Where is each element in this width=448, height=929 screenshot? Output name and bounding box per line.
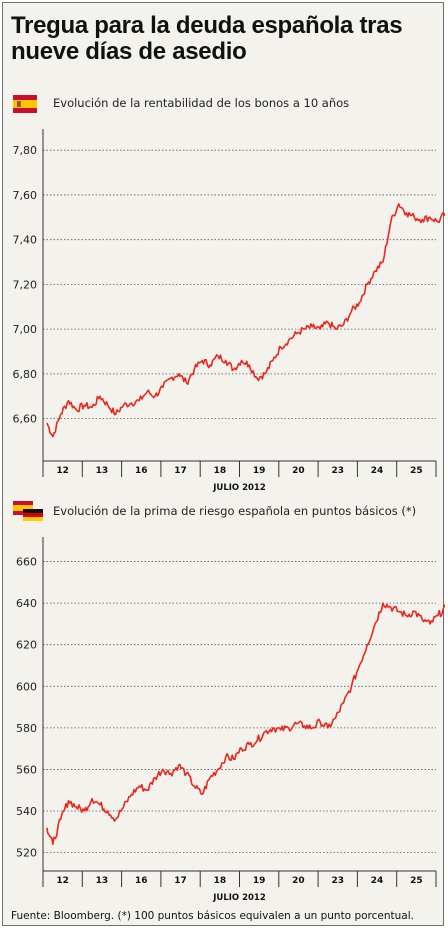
y-tick-label: 600 xyxy=(16,680,37,693)
y-tick-label: 560 xyxy=(16,763,37,776)
x-tick-label: 16 xyxy=(135,876,148,886)
x-tick-label: 18 xyxy=(214,466,227,476)
y-tick-label: 7,40 xyxy=(13,234,38,247)
y-tick-label: 7,60 xyxy=(13,189,38,202)
page-title: Tregua para la deuda española tras nueve… xyxy=(11,12,403,65)
x-tick-label: 23 xyxy=(331,876,344,886)
chart1-subtitle: Evolución de la rentabilidad de los bono… xyxy=(53,96,350,110)
spain-flag-icon xyxy=(13,95,37,113)
x-tick-label: 19 xyxy=(253,466,266,476)
infographic-canvas: 7,80 7,60 7,40 7,20 7,00 6,80 6,60 12 13 16 17 18 19… xyxy=(13,95,445,903)
y-tick-label: 6,60 xyxy=(13,413,38,426)
x-tick-label: 23 xyxy=(331,466,344,476)
x-tick-label: 12 xyxy=(56,466,69,476)
source-footer: Fuente: Bloomberg. (*) 100 puntos básico… xyxy=(11,910,414,922)
x-tick-label: 24 xyxy=(371,876,384,886)
series-line xyxy=(46,602,445,846)
x-tick-label: 20 xyxy=(292,466,305,476)
y-tick-label: 620 xyxy=(16,639,37,652)
x-tick-label: 19 xyxy=(253,876,266,886)
x-tick-label: 24 xyxy=(371,466,384,476)
y-tick-label: 7,80 xyxy=(13,144,38,157)
y-tick-label: 580 xyxy=(16,722,37,735)
x-tick-label: 20 xyxy=(292,876,305,886)
x-tick-label: 13 xyxy=(96,466,109,476)
y-tick-label: 660 xyxy=(16,556,37,569)
y-tick-label: 7,00 xyxy=(13,323,38,336)
x-tick-label: 25 xyxy=(410,876,423,886)
x-tick-label: 13 xyxy=(96,876,109,886)
spain-germany-flags-icon xyxy=(13,501,43,521)
y-tick-label: 6,80 xyxy=(13,368,38,381)
y-tick-label: 540 xyxy=(16,805,37,818)
x-tick-label: 17 xyxy=(174,466,187,476)
x-tick-label: 16 xyxy=(135,466,148,476)
x-axis-label: JULIO 2012 xyxy=(212,893,266,903)
y-tick-label: 520 xyxy=(16,847,37,860)
x-axis-label: JULIO 2012 xyxy=(212,483,266,493)
x-tick-label: 12 xyxy=(56,876,69,886)
y-tick-label: 640 xyxy=(16,597,37,610)
x-tick-label: 25 xyxy=(410,466,423,476)
x-tick-label: 17 xyxy=(174,876,187,886)
bond-yield-chart: 7,80 7,60 7,40 7,20 7,00 6,80 6,60 12 13 16 17 18 19… xyxy=(13,129,445,493)
chart2-subtitle: Evolución de la prima de riesgo española… xyxy=(53,504,417,518)
x-tick-label: 18 xyxy=(214,876,227,886)
y-tick-label: 7,20 xyxy=(13,278,38,291)
series-line xyxy=(46,203,445,438)
risk-premium-chart: 660 640 620 600 580 560 540 520 12 13 16 17 18 19 20 23… xyxy=(16,537,445,903)
